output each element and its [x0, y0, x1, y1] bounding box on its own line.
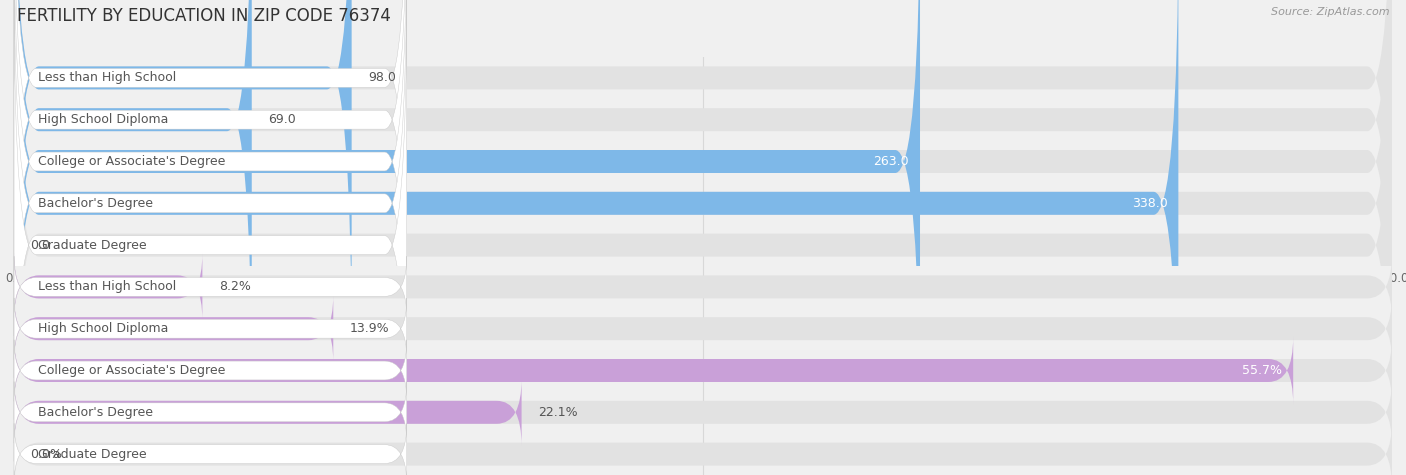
- FancyBboxPatch shape: [14, 381, 406, 443]
- FancyBboxPatch shape: [14, 295, 333, 362]
- FancyBboxPatch shape: [14, 0, 1392, 367]
- FancyBboxPatch shape: [14, 256, 406, 318]
- Text: 22.1%: 22.1%: [538, 406, 578, 419]
- FancyBboxPatch shape: [14, 0, 352, 367]
- FancyBboxPatch shape: [14, 0, 406, 461]
- FancyBboxPatch shape: [14, 0, 1392, 475]
- Text: 55.7%: 55.7%: [1241, 364, 1282, 377]
- FancyBboxPatch shape: [14, 0, 1392, 451]
- Text: College or Associate's Degree: College or Associate's Degree: [38, 364, 225, 377]
- FancyBboxPatch shape: [14, 0, 1392, 475]
- Text: 338.0: 338.0: [1132, 197, 1167, 210]
- Text: Less than High School: Less than High School: [38, 71, 176, 85]
- FancyBboxPatch shape: [14, 0, 252, 409]
- Text: Graduate Degree: Graduate Degree: [38, 238, 146, 252]
- Text: Bachelor's Degree: Bachelor's Degree: [38, 197, 153, 210]
- Text: 13.9%: 13.9%: [350, 322, 389, 335]
- Text: 263.0: 263.0: [873, 155, 910, 168]
- FancyBboxPatch shape: [14, 253, 1392, 321]
- FancyBboxPatch shape: [14, 379, 1392, 446]
- Text: Source: ZipAtlas.com: Source: ZipAtlas.com: [1271, 7, 1389, 17]
- FancyBboxPatch shape: [14, 379, 522, 446]
- Text: FERTILITY BY EDUCATION IN ZIP CODE 76374: FERTILITY BY EDUCATION IN ZIP CODE 76374: [17, 7, 391, 25]
- Text: 98.0: 98.0: [368, 71, 396, 85]
- FancyBboxPatch shape: [14, 0, 406, 419]
- FancyBboxPatch shape: [14, 0, 1392, 409]
- FancyBboxPatch shape: [14, 298, 406, 360]
- Text: 69.0: 69.0: [269, 113, 297, 126]
- FancyBboxPatch shape: [14, 0, 406, 475]
- FancyBboxPatch shape: [14, 423, 406, 475]
- Text: High School Diploma: High School Diploma: [38, 322, 167, 335]
- Text: 0.0: 0.0: [31, 238, 51, 252]
- FancyBboxPatch shape: [14, 295, 1392, 362]
- Text: 0.0%: 0.0%: [31, 447, 63, 461]
- Text: 8.2%: 8.2%: [219, 280, 250, 294]
- Text: Less than High School: Less than High School: [38, 280, 176, 294]
- FancyBboxPatch shape: [14, 0, 406, 378]
- Text: High School Diploma: High School Diploma: [38, 113, 167, 126]
- FancyBboxPatch shape: [14, 420, 1392, 475]
- FancyBboxPatch shape: [14, 0, 920, 451]
- Text: Bachelor's Degree: Bachelor's Degree: [38, 406, 153, 419]
- FancyBboxPatch shape: [14, 0, 1178, 475]
- FancyBboxPatch shape: [14, 340, 406, 401]
- Text: Graduate Degree: Graduate Degree: [38, 447, 146, 461]
- FancyBboxPatch shape: [14, 0, 406, 336]
- FancyBboxPatch shape: [14, 337, 1294, 404]
- Text: College or Associate's Degree: College or Associate's Degree: [38, 155, 225, 168]
- FancyBboxPatch shape: [14, 253, 202, 321]
- FancyBboxPatch shape: [14, 337, 1392, 404]
